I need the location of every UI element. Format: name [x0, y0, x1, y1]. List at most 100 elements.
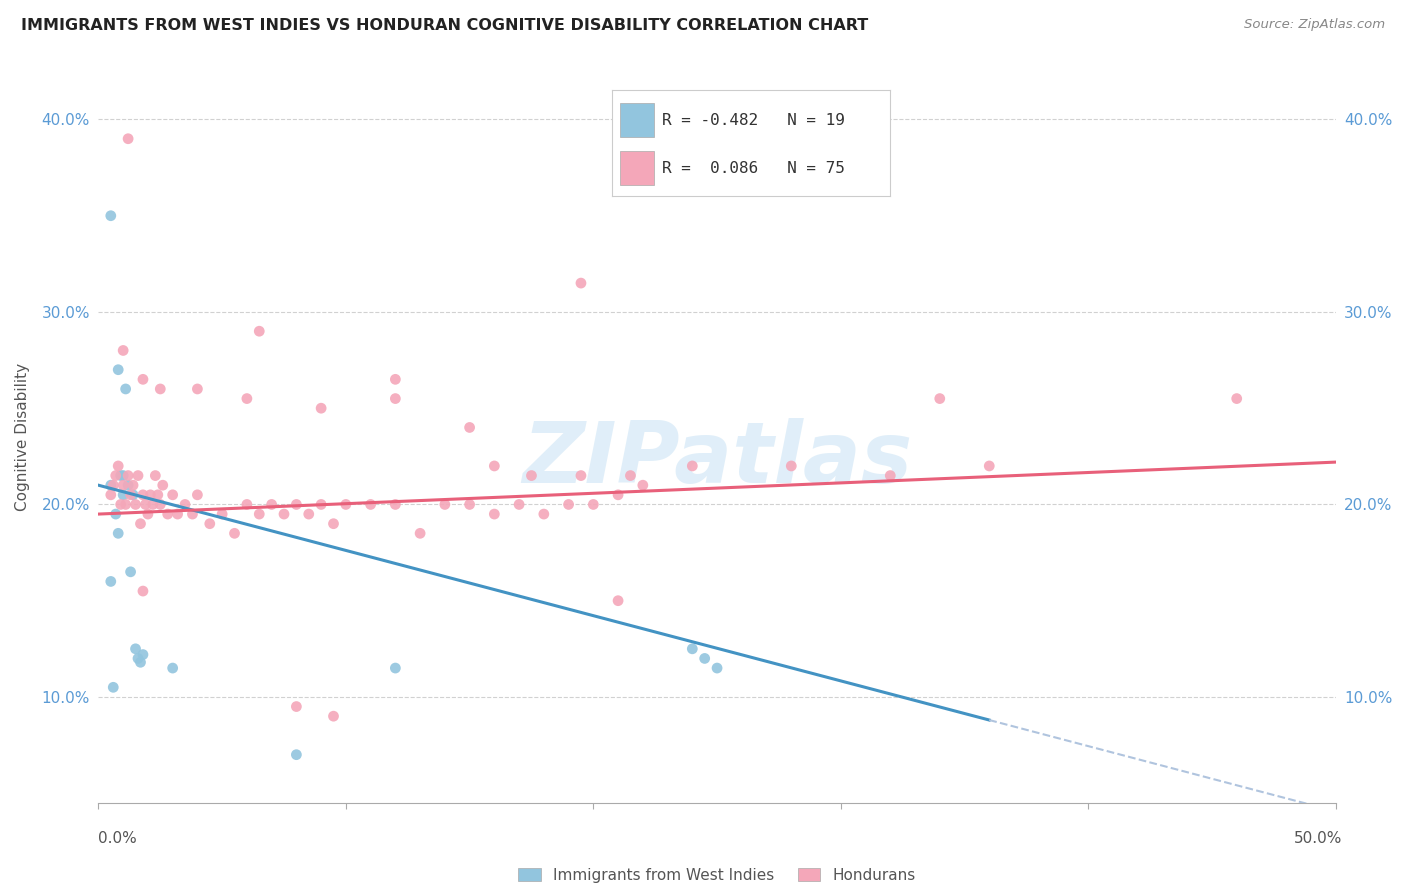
Point — [107, 526, 129, 541]
Point — [174, 498, 197, 512]
Point — [631, 478, 654, 492]
Point — [110, 468, 132, 483]
Point — [979, 458, 1001, 473]
Point — [260, 498, 283, 512]
Point — [117, 132, 139, 146]
Point — [322, 516, 344, 531]
Point — [110, 498, 132, 512]
Point — [706, 661, 728, 675]
Point — [124, 498, 146, 512]
Point — [129, 516, 152, 531]
Point — [112, 478, 135, 492]
Point — [181, 507, 204, 521]
Point — [484, 458, 506, 473]
Point — [100, 488, 122, 502]
Point — [458, 420, 481, 434]
Point — [132, 648, 155, 662]
Point — [211, 507, 233, 521]
Point — [166, 507, 188, 521]
Point — [112, 343, 135, 358]
Point — [780, 458, 803, 473]
Point — [384, 498, 406, 512]
Point — [198, 516, 221, 531]
Point — [100, 478, 122, 492]
Point — [247, 324, 270, 338]
Point — [156, 507, 179, 521]
Point — [236, 392, 259, 406]
Legend: Immigrants from West Indies, Hondurans: Immigrants from West Indies, Hondurans — [510, 860, 924, 890]
Point — [100, 209, 122, 223]
Point — [582, 498, 605, 512]
Text: IMMIGRANTS FROM WEST INDIES VS HONDURAN COGNITIVE DISABILITY CORRELATION CHART: IMMIGRANTS FROM WEST INDIES VS HONDURAN … — [21, 18, 869, 33]
Point — [335, 498, 357, 512]
Point — [607, 593, 630, 607]
Point — [186, 382, 208, 396]
Point — [569, 276, 592, 290]
Point — [569, 468, 592, 483]
Point — [322, 709, 344, 723]
Point — [104, 468, 127, 483]
Point — [384, 372, 406, 386]
Point — [112, 488, 135, 502]
Text: 0.0%: 0.0% — [98, 831, 138, 846]
Text: Source: ZipAtlas.com: Source: ZipAtlas.com — [1244, 18, 1385, 31]
Point — [607, 488, 630, 502]
Point — [127, 468, 149, 483]
Point — [104, 507, 127, 521]
Point — [273, 507, 295, 521]
Point — [127, 651, 149, 665]
Point — [120, 488, 142, 502]
Point — [409, 526, 432, 541]
Point — [146, 488, 169, 502]
Point — [484, 507, 506, 521]
Point — [100, 574, 122, 589]
Point — [149, 498, 172, 512]
Point — [122, 488, 145, 502]
Point — [162, 661, 184, 675]
Point — [285, 699, 308, 714]
Point — [124, 641, 146, 656]
Point — [520, 468, 543, 483]
Point — [107, 362, 129, 376]
Point — [132, 488, 155, 502]
Point — [928, 392, 950, 406]
Point — [360, 498, 382, 512]
Point — [114, 382, 136, 396]
Point — [134, 498, 156, 512]
Point — [139, 488, 162, 502]
Point — [458, 498, 481, 512]
Point — [681, 641, 703, 656]
Text: ZIPatlas: ZIPatlas — [522, 417, 912, 500]
Text: R =  0.086   N = 75: R = 0.086 N = 75 — [662, 161, 845, 176]
Point — [117, 468, 139, 483]
Point — [1226, 392, 1249, 406]
Point — [298, 507, 321, 521]
Point — [693, 651, 716, 665]
Point — [557, 498, 579, 512]
Point — [309, 498, 332, 512]
Point — [285, 747, 308, 762]
FancyBboxPatch shape — [620, 151, 654, 186]
Point — [132, 584, 155, 599]
Point — [533, 507, 555, 521]
Point — [285, 498, 308, 512]
Point — [117, 478, 139, 492]
Point — [879, 468, 901, 483]
Point — [236, 498, 259, 512]
Point — [224, 526, 246, 541]
Point — [152, 478, 174, 492]
Point — [309, 401, 332, 416]
FancyBboxPatch shape — [620, 103, 654, 137]
Point — [433, 498, 456, 512]
Y-axis label: Cognitive Disability: Cognitive Disability — [15, 363, 31, 511]
Point — [122, 478, 145, 492]
Text: 50.0%: 50.0% — [1295, 831, 1343, 846]
Point — [681, 458, 703, 473]
Point — [132, 372, 155, 386]
Point — [384, 392, 406, 406]
Point — [107, 458, 129, 473]
Point — [114, 498, 136, 512]
Point — [129, 655, 152, 669]
Point — [149, 382, 172, 396]
Point — [186, 488, 208, 502]
